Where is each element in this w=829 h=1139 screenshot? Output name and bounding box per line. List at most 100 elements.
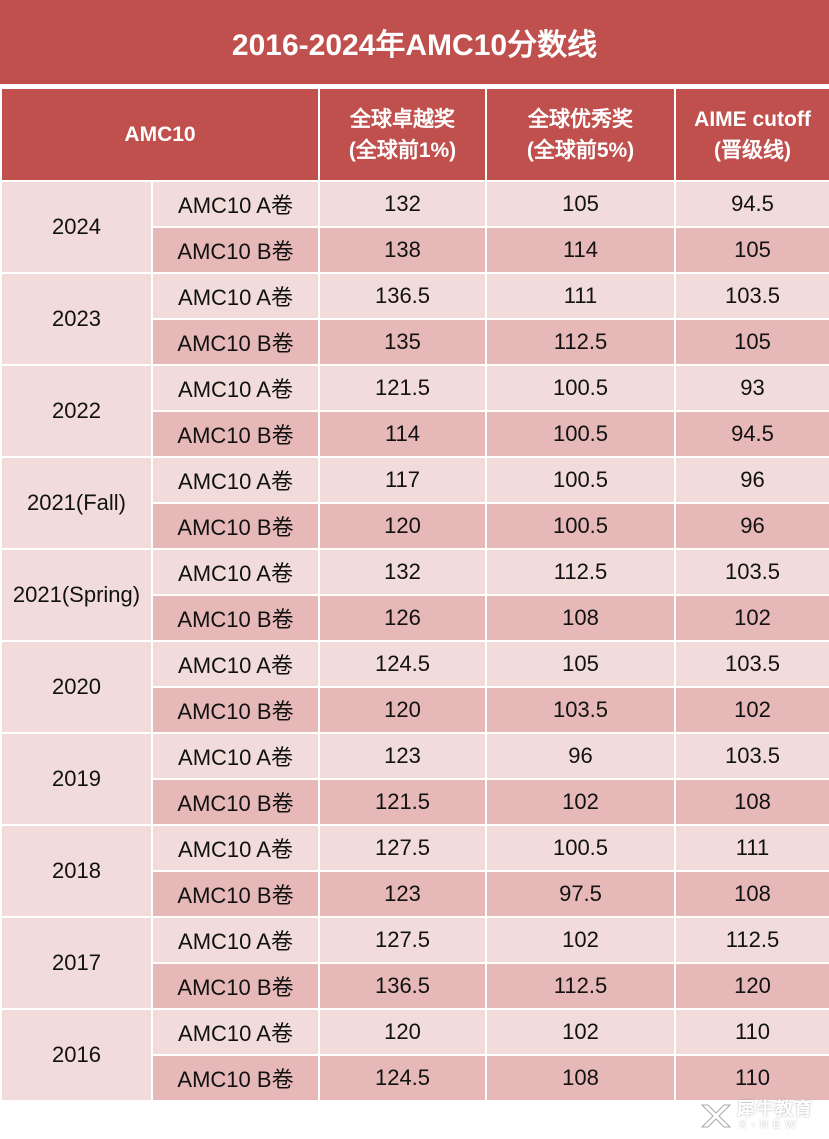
table-row: 2018 AMC10 A卷 127.5 100.5 111 (0, 824, 829, 918)
aime-cutoff-cell: 102 (674, 594, 829, 642)
paper-cell: AMC10 A卷 (151, 824, 320, 872)
aime-cutoff-cell: 103.5 (674, 548, 829, 596)
paper-cell: AMC10 A卷 (151, 1008, 320, 1056)
table-row: 2024 AMC10 A卷 132 105 94.5 (0, 180, 829, 274)
aime-cutoff-cell: 105 (674, 226, 829, 274)
aime-cutoff-cell: 93 (674, 364, 829, 412)
top1-score-cell: 135 (318, 318, 487, 366)
paper-cell: AMC10 B卷 (151, 226, 320, 274)
top1-score-cell: 114 (318, 410, 487, 458)
table-row: 2019 AMC10 A卷 123 96 103.5 (0, 732, 829, 826)
top5-score-cell: 97.5 (485, 870, 676, 918)
aime-cutoff-cell: 120 (674, 962, 829, 1010)
top5-score-cell: 105 (485, 180, 676, 228)
year-cell: 2023 (0, 272, 153, 366)
top5-score-cell: 96 (485, 732, 676, 780)
aime-cutoff-cell: 110 (674, 1054, 829, 1102)
top5-score-cell: 108 (485, 594, 676, 642)
table-row: AMC10 B卷 120 103.5 102 (1, 686, 829, 734)
header-corner-label: AMC10 (0, 87, 320, 182)
top1-score-cell: 138 (318, 226, 487, 274)
table-row: AMC10 B卷 124.5 108 110 (1, 1054, 829, 1102)
watermark-brand-latin: X-NEW (739, 1119, 801, 1131)
aime-cutoff-cell: 103.5 (674, 272, 829, 320)
aime-cutoff-cell: 108 (674, 778, 829, 826)
aime-cutoff-cell: 108 (674, 870, 829, 918)
table-row: 2020 AMC10 A卷 124.5 105 103.5 (0, 640, 829, 734)
aime-cutoff-cell: 102 (674, 686, 829, 734)
paper-cell: AMC10 B卷 (151, 962, 320, 1010)
header-top5-title: 全球优秀奖 (528, 107, 633, 131)
year-cell: 2016 (0, 1008, 153, 1102)
paper-cell: AMC10 B卷 (151, 1054, 320, 1102)
year-cell: 2021(Spring) (0, 548, 153, 642)
table-row: AMC10 B卷 126 108 102 (1, 594, 829, 642)
top5-score-cell: 112.5 (485, 548, 676, 596)
top1-score-cell: 123 (318, 870, 487, 918)
table-row: AMC10 B卷 136.5 112.5 120 (1, 962, 829, 1010)
top5-score-cell: 100.5 (485, 410, 676, 458)
top5-score-cell: 112.5 (485, 318, 676, 366)
table-row: 2021(Spring) AMC10 A卷 132 112.5 103.5 (0, 548, 829, 642)
aime-cutoff-cell: 94.5 (674, 180, 829, 228)
top1-score-cell: 127.5 (318, 916, 487, 964)
header-top5-note: (全球前5%) (526, 138, 635, 162)
paper-cell: AMC10 A卷 (151, 640, 320, 688)
top1-score-cell: 132 (318, 180, 487, 228)
aime-cutoff-cell: 96 (674, 502, 829, 550)
paper-cell: AMC10 A卷 (151, 180, 320, 228)
rhino-logo-icon (700, 1104, 732, 1128)
top5-score-cell: 102 (485, 916, 676, 964)
year-cell: 2017 (0, 916, 153, 1010)
paper-cell: AMC10 A卷 (151, 456, 320, 504)
aime-cutoff-cell: 103.5 (674, 640, 829, 688)
year-cell: 2021(Fall) (0, 456, 153, 550)
top1-score-cell: 120 (318, 1008, 487, 1056)
top5-score-cell: 105 (485, 640, 676, 688)
header-top1-title: 全球卓越奖 (350, 107, 455, 131)
header-aime-column: AIME cutoff (晋级线) (674, 87, 829, 182)
aime-cutoff-cell: 105 (674, 318, 829, 366)
top1-score-cell: 120 (318, 686, 487, 734)
year-cell: 2022 (0, 364, 153, 458)
top5-score-cell: 108 (485, 1054, 676, 1102)
aime-cutoff-cell: 112.5 (674, 916, 829, 964)
table-row: 2023 AMC10 A卷 136.5 111 103.5 (0, 272, 829, 366)
header-top5-column: 全球优秀奖 (全球前5%) (485, 87, 676, 182)
table-row: AMC10 B卷 114 100.5 94.5 (1, 410, 829, 458)
top5-score-cell: 103.5 (485, 686, 676, 734)
year-cell: 2020 (0, 640, 153, 734)
top1-score-cell: 121.5 (318, 364, 487, 412)
paper-cell: AMC10 B卷 (151, 594, 320, 642)
table-row: AMC10 B卷 123 97.5 108 (1, 870, 829, 918)
top1-score-cell: 123 (318, 732, 487, 780)
top5-score-cell: 100.5 (485, 502, 676, 550)
top1-score-cell: 121.5 (318, 778, 487, 826)
table-row: 2017 AMC10 A卷 127.5 102 112.5 (0, 916, 829, 1010)
paper-cell: AMC10 B卷 (151, 686, 320, 734)
watermark-brand-name: 犀牛教育 (737, 1099, 813, 1119)
table-row: 2022 AMC10 A卷 121.5 100.5 93 (0, 364, 829, 458)
top5-score-cell: 100.5 (485, 456, 676, 504)
paper-cell: AMC10 B卷 (151, 870, 320, 918)
paper-cell: AMC10 B卷 (151, 318, 320, 366)
aime-cutoff-cell: 110 (674, 1008, 829, 1056)
page-title: 2016-2024年AMC10分数线 (0, 0, 829, 86)
top1-score-cell: 136.5 (318, 272, 487, 320)
paper-cell: AMC10 A卷 (151, 916, 320, 964)
watermark: 犀牛教育 X-NEW (699, 1095, 825, 1137)
header-aime-title: AIME cutoff (694, 107, 811, 131)
score-table: AMC10 全球卓越奖 (全球前1%) 全球优秀奖 (全球前5%) AIME c… (0, 87, 829, 1102)
header-top1-note: (全球前1%) (348, 138, 457, 162)
aime-cutoff-cell: 96 (674, 456, 829, 504)
top1-score-cell: 127.5 (318, 824, 487, 872)
top1-score-cell: 124.5 (318, 1054, 487, 1102)
paper-cell: AMC10 A卷 (151, 272, 320, 320)
paper-cell: AMC10 A卷 (151, 364, 320, 412)
header-aime-note: (晋级线) (714, 138, 791, 162)
table-header-row: AMC10 全球卓越奖 (全球前1%) 全球优秀奖 (全球前5%) AIME c… (0, 87, 829, 182)
table-row: AMC10 B卷 138 114 105 (1, 226, 829, 274)
paper-cell: AMC10 A卷 (151, 732, 320, 780)
table-row: AMC10 B卷 121.5 102 108 (1, 778, 829, 826)
aime-cutoff-cell: 103.5 (674, 732, 829, 780)
